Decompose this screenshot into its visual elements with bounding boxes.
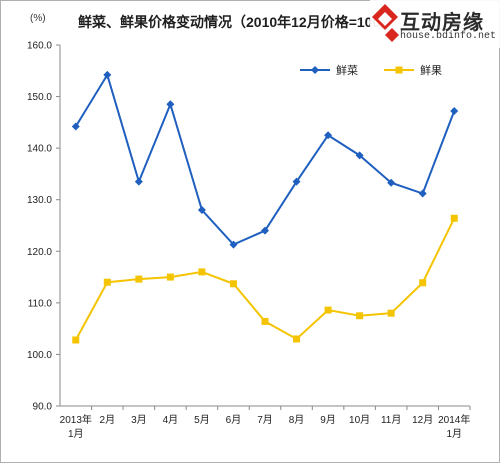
series-2-point [166, 273, 174, 281]
watermark-url: house.bdinfo.net [400, 31, 497, 42]
x-tick-label: 2月 [100, 414, 116, 426]
series-2-point [324, 306, 332, 314]
x-tick-label: 9月 [320, 414, 336, 426]
y-tick-label: 90.0 [33, 402, 53, 413]
y-tick-label: 130.0 [27, 195, 52, 206]
x-tick-label: 2013年 [60, 413, 92, 426]
y-tick-label: 110.0 [28, 298, 53, 309]
x-tick-label: 3月 [131, 414, 147, 426]
series-1-point [450, 107, 459, 116]
y-tick-label: 100.0 [27, 350, 52, 361]
series-2-point [135, 275, 143, 283]
x-tick-label: 10月 [349, 414, 370, 426]
series-2-point [72, 336, 80, 344]
y-tick-label: 140.0 [27, 144, 52, 155]
series-1-point [103, 70, 112, 79]
series-1-point [229, 240, 238, 249]
x-tick-label: 12月 [412, 414, 433, 426]
series-1-point [292, 177, 301, 186]
series-line-1 [74, 72, 456, 246]
series-2-point [356, 312, 364, 320]
series-1-point [355, 151, 364, 160]
series-2-point [198, 268, 206, 276]
x-tick-label: 1月 [446, 428, 462, 440]
series-2-point [387, 309, 395, 317]
x-tick-label: 5月 [194, 414, 210, 426]
legend-label: 鲜果 [420, 63, 442, 77]
x-tick-label: 6月 [226, 414, 242, 426]
x-tick-label: 7月 [257, 414, 273, 426]
series-1-point [387, 178, 396, 187]
series-1-point [71, 122, 80, 131]
y-tick-label: 160.0 [27, 41, 52, 52]
x-tick-label: 4月 [163, 414, 179, 426]
legend-marker [395, 66, 403, 74]
watermark: 互动房缘 house.bdinfo.net [370, 0, 500, 48]
series-2-point [103, 278, 111, 286]
series-2-point [261, 317, 269, 325]
series-1-point [261, 226, 269, 235]
y-unit-label: (%) [30, 13, 46, 24]
series-2-point [293, 335, 301, 343]
watermark-name: 互动房缘 [400, 12, 484, 34]
x-tick-label: 8月 [289, 414, 305, 426]
logo-icon [372, 4, 399, 42]
series-1-point [418, 189, 427, 198]
legend-marker [311, 66, 319, 74]
y-tick-label: 120.0 [27, 247, 52, 258]
series-2-point [450, 214, 458, 222]
series-2-point [419, 279, 427, 287]
legend-label: 鲜菜 [336, 63, 358, 77]
series-2-point [229, 280, 237, 288]
x-tick-label: 11月 [381, 414, 401, 426]
y-tick-label: 150.0 [27, 92, 52, 103]
series-1-point [166, 100, 175, 109]
series-1-point [197, 206, 206, 215]
series-1-point [324, 131, 333, 140]
x-tick-label: 1月 [68, 428, 84, 440]
series-1-point [134, 177, 143, 186]
chart-title: 鲜菜、鲜果价格变动情况（2010年12月价格=100） [78, 14, 395, 30]
x-tick-label: 2014年 [438, 413, 470, 426]
